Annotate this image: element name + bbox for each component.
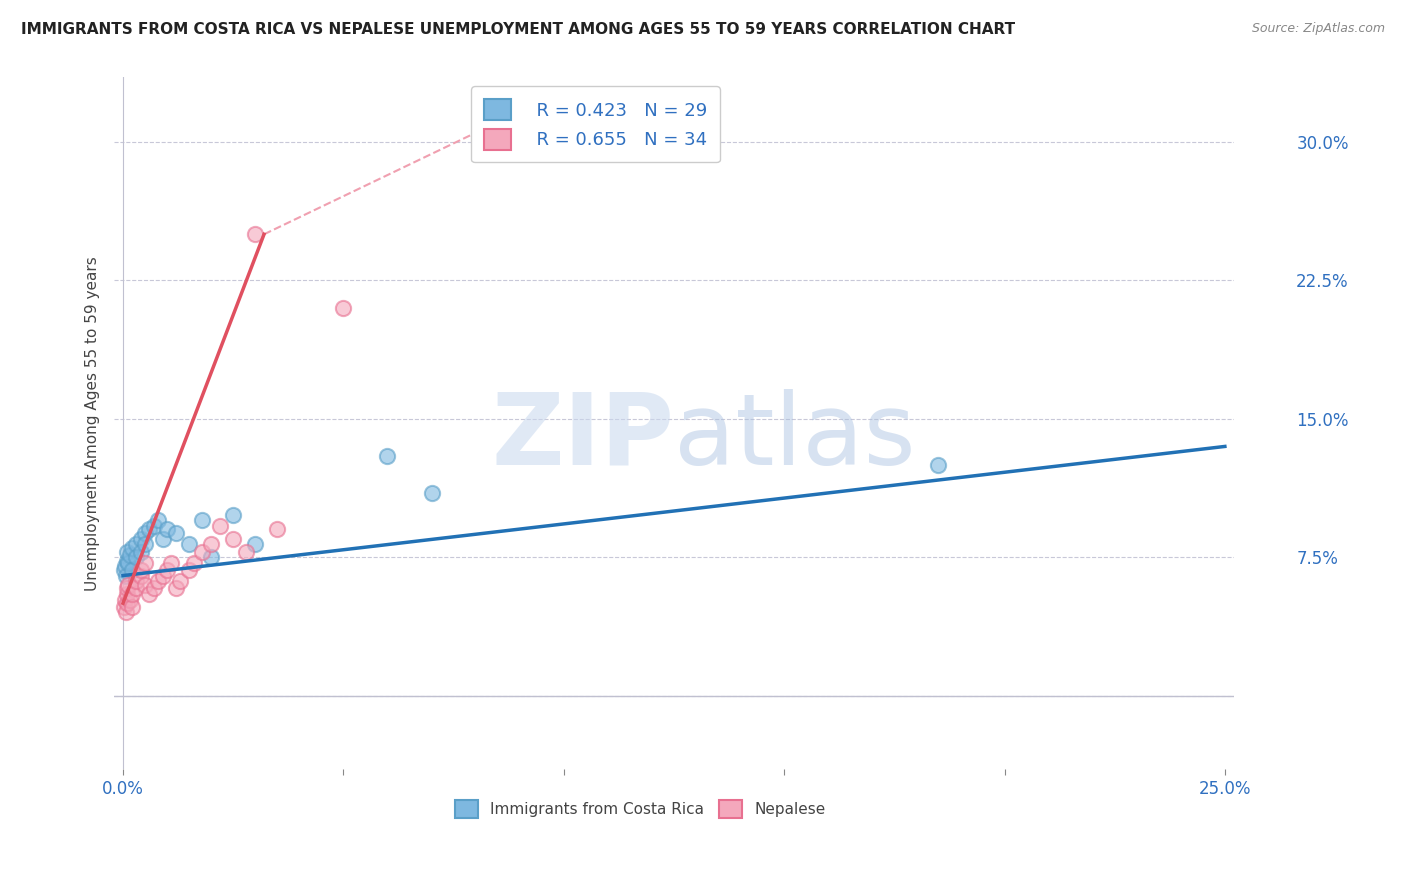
Point [129,568,152,582]
Point [114,606,136,620]
Point [191,544,214,558]
Point [117,582,139,596]
Point [179,537,201,551]
Point [156,523,179,537]
Point [420,485,443,500]
Point [117,544,139,558]
Point [112,563,135,577]
Point [125,537,148,551]
Point [134,578,156,592]
Point [134,556,156,570]
Point [125,574,148,588]
Y-axis label: Unemployment Among Ages 55 to 59 years: Unemployment Among Ages 55 to 59 years [86,256,100,591]
Point [142,582,165,596]
Point [156,563,179,577]
Point [134,537,156,551]
Point [191,513,214,527]
Point [148,574,170,588]
Point [377,449,399,463]
Point [169,574,191,588]
Point [112,599,135,614]
Point [152,568,174,582]
Point [134,526,156,541]
Point [142,518,165,533]
Point [121,587,143,601]
Text: ZIP: ZIP [491,389,673,486]
Point [138,587,160,601]
Point [148,513,170,527]
Point [222,508,245,522]
Point [245,537,267,551]
Text: atlas: atlas [673,389,915,486]
Point [208,518,231,533]
Point [118,592,141,607]
Point [129,532,152,546]
Point [266,523,288,537]
Point [121,563,143,577]
Point [117,587,139,601]
Point [222,532,245,546]
Point [160,556,183,570]
Text: IMMIGRANTS FROM COSTA RICA VS NEPALESE UNEMPLOYMENT AMONG AGES 55 TO 59 YEARS CO: IMMIGRANTS FROM COSTA RICA VS NEPALESE U… [21,22,1015,37]
Point [235,544,257,558]
Point [332,301,354,315]
Point [115,568,138,582]
Point [117,578,139,592]
Point [179,563,201,577]
Point [927,458,949,472]
Point [114,592,136,607]
Point [118,549,141,563]
Point [200,537,222,551]
Point [125,582,148,596]
Point [165,526,187,541]
Point [121,541,143,555]
Point [200,550,222,565]
Point [129,563,152,577]
Point [121,599,143,614]
Point [115,596,138,610]
Point [117,556,139,570]
Point [138,523,160,537]
Text: Source: ZipAtlas.com: Source: ZipAtlas.com [1251,22,1385,36]
Point [165,582,187,596]
Point [245,227,267,242]
Point [125,550,148,565]
Point [183,556,205,570]
Point [117,554,139,568]
Point [114,559,136,574]
Point [152,532,174,546]
Point [129,544,152,558]
Legend: Immigrants from Costa Rica, Nepalese: Immigrants from Costa Rica, Nepalese [449,794,832,824]
